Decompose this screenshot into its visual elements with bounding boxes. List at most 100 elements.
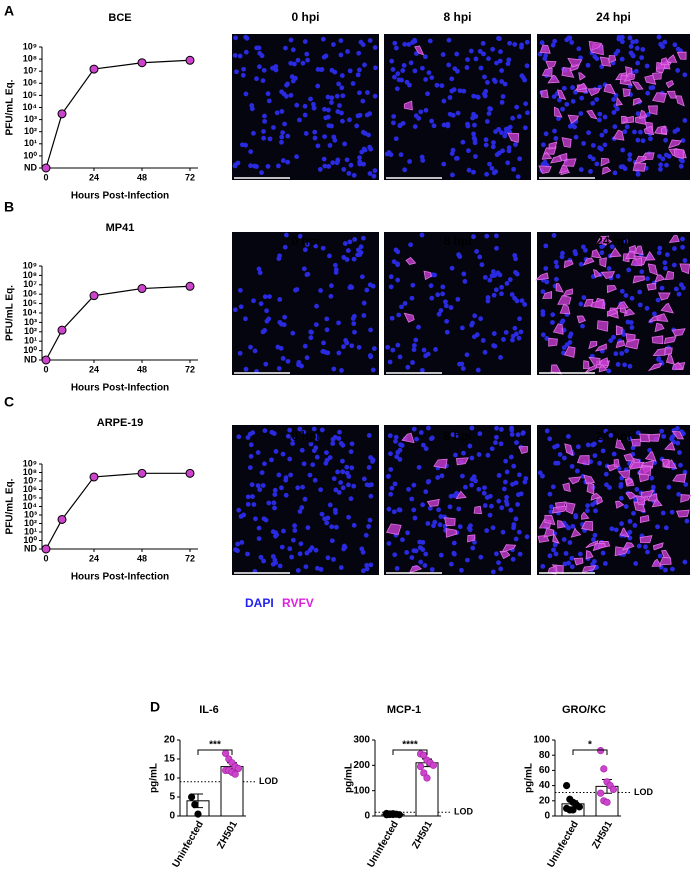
nucleus [469,476,475,482]
nucleus [270,561,276,567]
nucleus [418,559,424,565]
nucleus [649,475,655,481]
nucleus [297,426,303,432]
nucleus [645,549,650,555]
nucleus [366,433,372,438]
nucleus [633,561,639,566]
nucleus [485,452,491,458]
nucleus [349,465,355,471]
x-tick-label: 48 [137,553,147,563]
nucleus [287,427,293,433]
nucleus [645,112,651,117]
nucleus [313,322,319,328]
nucleus [419,232,425,238]
nucleus [677,450,682,455]
data-point [57,109,67,119]
nucleus [342,241,348,246]
y-tick-label: 10⁰ [23,150,37,160]
nucleus [366,524,371,529]
nucleus [294,154,299,160]
nucleus [357,252,363,257]
nucleus [550,312,556,318]
nucleus [295,485,301,491]
nucleus [232,53,238,58]
infected-cell [625,251,636,260]
nucleus [272,487,278,493]
data-point [234,764,242,773]
nucleus [280,130,286,136]
nucleus [241,512,247,518]
nucleus [367,517,373,523]
nucleus [680,138,686,143]
infected-cell [583,474,596,485]
nucleus [473,154,478,159]
y-axis-label: pg/mL [524,763,535,793]
nucleus [443,299,448,305]
nucleus [259,470,265,476]
infected-cell [622,88,631,98]
nucleus [322,516,328,522]
nucleus [637,289,643,295]
nucleus [341,167,347,172]
y-tick-label: 10⁶ [23,484,37,494]
nucleus [280,158,286,163]
infected-cell [550,364,563,375]
nucleus [326,164,332,169]
nucleus [447,504,453,510]
nucleus [600,550,606,556]
infected-cell [647,433,661,442]
image-label: 24 hpi [596,429,631,443]
infected-cell [552,533,560,544]
y-tick-label: 10⁴ [23,307,37,317]
nucleus [487,512,493,518]
nucleus [557,97,562,103]
nucleus [449,151,455,156]
nucleus [669,509,675,515]
chart-title: GRO/KC [562,704,606,716]
nucleus [561,537,567,542]
nucleus [356,247,361,253]
nucleus [305,525,311,531]
infected-cell [621,542,635,551]
nucleus [303,564,309,570]
infected-cell [675,509,690,518]
nucleus [644,305,650,311]
x-tick-label: 72 [185,553,195,563]
nucleus [486,111,492,116]
nucleus [358,244,364,250]
infected-cell [540,89,549,99]
nucleus [288,37,294,43]
nucleus [560,106,565,112]
nucleus [438,308,444,313]
infected-cell [647,263,659,276]
nucleus [489,165,495,171]
nucleus [348,284,353,289]
nucleus [290,330,296,336]
nucleus [253,516,258,522]
infected-cell [538,165,552,174]
nucleus [361,235,366,241]
nucleus [508,507,514,513]
nucleus [635,111,641,117]
infected-cell [568,476,582,485]
infected-cell [661,125,667,135]
nucleus [397,354,403,360]
nucleus [472,122,477,128]
infected-cell [467,534,476,543]
nucleus [671,262,677,268]
nucleus [445,121,451,127]
nucleus [336,81,342,87]
nucleus [340,93,346,99]
infected-cell [665,459,678,470]
nucleus [283,45,288,51]
nucleus [290,441,296,446]
nucleus [335,158,341,164]
nucleus [478,65,484,71]
nucleus [494,245,499,251]
nucleus [591,537,596,543]
nucleus [578,301,584,307]
nucleus [465,557,470,563]
infected-cell [673,148,684,159]
nucleus [385,344,391,350]
nucleus [563,551,569,556]
